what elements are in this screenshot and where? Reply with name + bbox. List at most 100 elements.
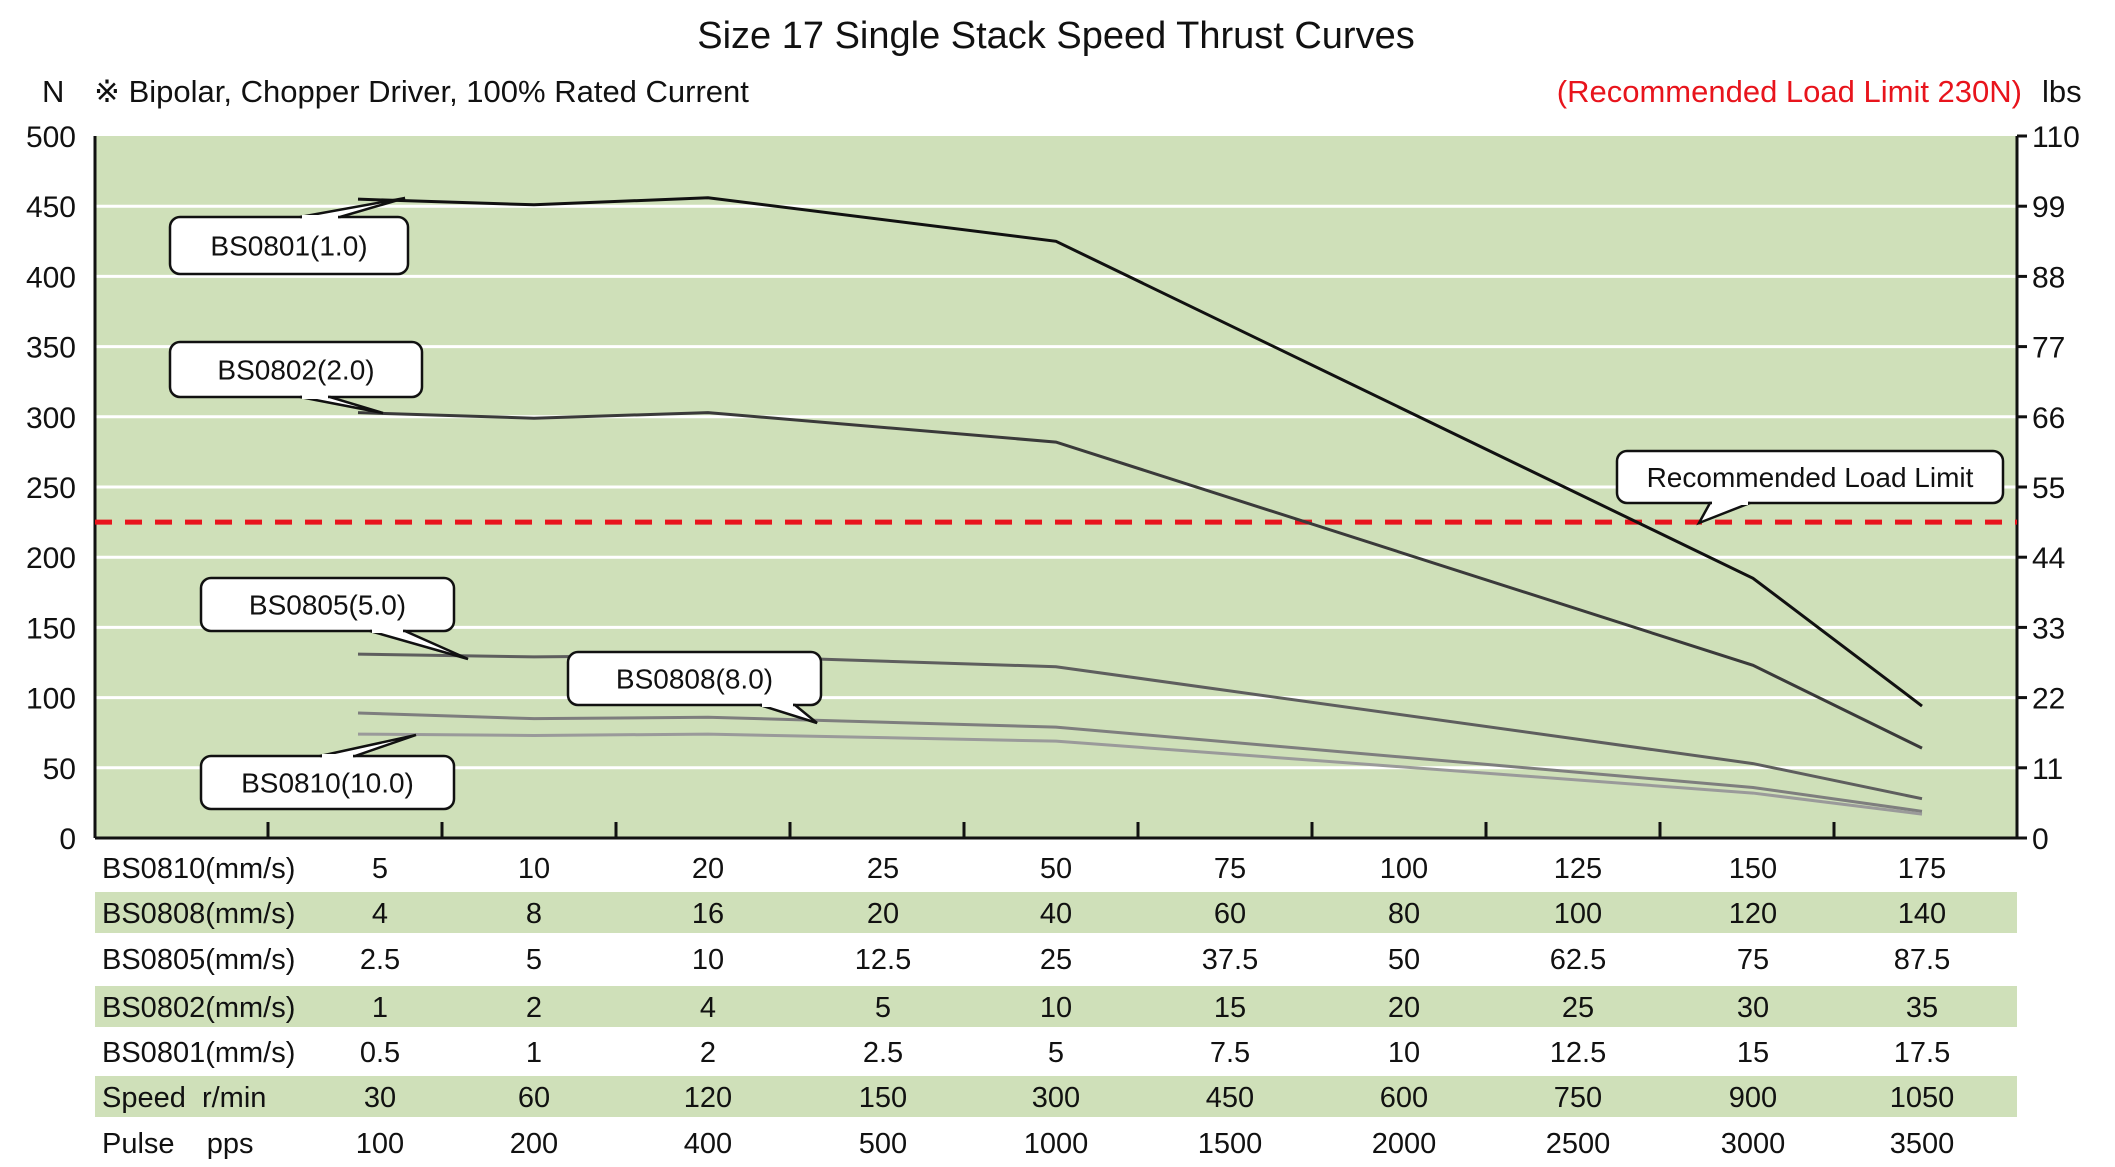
table-cell: 125 — [1554, 853, 1602, 885]
table-cell: 62.5 — [1550, 944, 1606, 976]
right-axis-tick-label: 11 — [2032, 753, 2063, 786]
right-axis-tick-label: 77 — [2032, 332, 2065, 365]
right-axis-tick-label: 110 — [2032, 121, 2080, 154]
table-cell: 175 — [1898, 853, 1946, 885]
table-cell: 100 — [356, 1128, 404, 1160]
table-cell: 15 — [1737, 1037, 1769, 1069]
row-shade — [95, 1076, 2017, 1117]
callout: Recommended Load Limit — [1615, 449, 2005, 526]
callout: BS0808(8.0) — [566, 650, 823, 725]
table-cell: 25 — [1562, 992, 1594, 1024]
table-cell: 40 — [1040, 898, 1072, 930]
table-cell: 35 — [1906, 992, 1938, 1024]
callout-box — [199, 576, 456, 633]
table-cell: 75 — [1214, 853, 1246, 885]
table-cell: 400 — [684, 1128, 732, 1160]
table-cell: 750 — [1554, 1082, 1602, 1114]
callout-label: BS0805(5.0) — [249, 590, 406, 621]
callout: BS0802(2.0) — [168, 340, 424, 415]
row-label: BS0802(mm/s) — [102, 992, 295, 1024]
table-cell: 150 — [1729, 853, 1777, 885]
callout: BS0810(10.0) — [199, 733, 456, 811]
table-cell: 1000 — [1024, 1128, 1089, 1160]
table-cell: 600 — [1380, 1082, 1428, 1114]
table-cell: 87.5 — [1894, 944, 1950, 976]
table-cell: 12.5 — [1550, 1037, 1606, 1069]
table-cell: 50 — [1388, 944, 1420, 976]
callout-label: BS0802(2.0) — [217, 355, 374, 386]
table-cell: 16 — [692, 898, 724, 930]
table-cell: 10 — [518, 853, 550, 885]
table-cell: 60 — [518, 1082, 550, 1114]
speed-table: BS0810(mm/s) 5 10 20 25 50 75 100 125 150 175BS080… — [95, 853, 2017, 1160]
table-cell: 15 — [1214, 992, 1246, 1024]
table-cell: 5 — [526, 944, 542, 976]
table-cell: 4 — [700, 992, 716, 1024]
table-cell: 10 — [692, 944, 724, 976]
series-line-bs080880 — [357, 711, 1923, 813]
table-cell: 12.5 — [855, 944, 911, 976]
callout-label: BS0808(8.0) — [616, 664, 773, 695]
table-cell: 1 — [526, 1037, 542, 1069]
left-axis-unit: N — [42, 74, 64, 109]
right-axis-tick-label: 0 — [2032, 823, 2049, 856]
table-cell: 120 — [1729, 898, 1777, 930]
table-cell: 5 — [372, 853, 388, 885]
row-shade — [95, 986, 2017, 1027]
table-row: BS0810(mm/s) 5 10 20 25 50 75 100 125 150 175 — [102, 853, 1946, 885]
callout-label: BS0810(10.0) — [241, 768, 414, 799]
right-axis-tick-label: 33 — [2032, 612, 2065, 645]
series-line-bs080220 — [357, 411, 1923, 750]
callout-box — [566, 650, 823, 707]
table-cell: 450 — [1206, 1082, 1254, 1114]
table-row: BS0805(mm/s) 2.5 5 10 12.5 25 37.5 50 62.5 75 87.5 — [102, 944, 1950, 976]
row-label: BS0810(mm/s) — [102, 853, 295, 885]
table-cell: 900 — [1729, 1082, 1777, 1114]
table-cell: 30 — [1737, 992, 1769, 1024]
table-cell: 75 — [1737, 944, 1769, 976]
left-axis-tick-label: 0 — [59, 823, 76, 856]
left-axis-tick-label: 500 — [26, 121, 76, 154]
callout-box — [1615, 449, 2005, 505]
table-cell: 120 — [684, 1082, 732, 1114]
left-axis-tick-label: 450 — [26, 191, 76, 224]
chart-subtitle: ※ Bipolar, Chopper Driver, 100% Rated Cu… — [94, 74, 749, 109]
table-cell: 3500 — [1890, 1128, 1955, 1160]
table-cell: 1500 — [1198, 1128, 1263, 1160]
row-label: Speed r/min — [102, 1082, 266, 1114]
right-axis-tick-label: 88 — [2032, 261, 2065, 294]
series-line-bs080550 — [357, 652, 1923, 801]
table-cell: 4 — [372, 898, 388, 930]
table-row: BS0801(mm/s) 0.5 1 2 2.5 5 7.5 10 12.5 15 17.5 — [102, 1037, 1950, 1069]
left-axis-tick-label: 350 — [26, 332, 76, 365]
table-cell: 0.5 — [360, 1037, 400, 1069]
table-cell: 1 — [372, 992, 388, 1024]
table-row: BS0802(mm/s) 1 2 4 5 10 15 20 25 30 35 — [95, 986, 2017, 1027]
left-axis-tick-label: 250 — [26, 472, 76, 505]
left-axis-tick-label: 400 — [26, 261, 76, 294]
table-cell: 25 — [867, 853, 899, 885]
table-cell: 1050 — [1890, 1082, 1955, 1114]
right-axis-unit: lbs — [2042, 74, 2082, 109]
table-cell: 10 — [1388, 1037, 1420, 1069]
table-cell: 25 — [1040, 944, 1072, 976]
left-axis-tick-label: 100 — [26, 683, 76, 716]
left-axis-tick-label: 200 — [26, 542, 76, 575]
row-shade — [95, 892, 2017, 933]
table-cell: 20 — [867, 898, 899, 930]
table-cell: 37.5 — [1202, 944, 1258, 976]
load-limit-note: (Recommended Load Limit 230N) — [1557, 74, 2022, 109]
table-row: Pulse pps 100 200 400 500 1000 1500 2000 2500 300… — [102, 1128, 1954, 1160]
callout: BS0805(5.0) — [199, 576, 469, 661]
left-axis-tick-label: 300 — [26, 402, 76, 435]
right-axis-tick-label: 66 — [2032, 402, 2065, 435]
table-cell: 80 — [1388, 898, 1420, 930]
table-cell: 140 — [1898, 898, 1946, 930]
callout-label: BS0801(1.0) — [210, 231, 367, 262]
table-cell: 5 — [1048, 1037, 1064, 1069]
callout-box — [168, 340, 424, 399]
table-cell: 20 — [692, 853, 724, 885]
callout: BS0801(1.0) — [168, 196, 410, 276]
table-cell: 100 — [1554, 898, 1602, 930]
table-cell: 17.5 — [1894, 1037, 1950, 1069]
